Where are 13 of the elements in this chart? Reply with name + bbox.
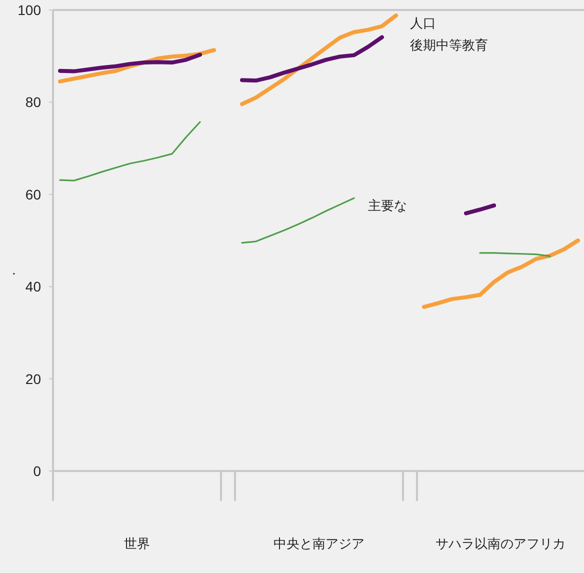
- y-tick-label: 20: [25, 370, 42, 387]
- text: 世界: [124, 536, 150, 551]
- series-label: 主要な: [368, 198, 407, 214]
- text: 中央と南アジア: [274, 536, 364, 551]
- series-label: 人口: [410, 16, 436, 31]
- y-tick-label: 60: [25, 186, 42, 202]
- y-tick-label: 100: [18, 2, 42, 18]
- text: 後期中等教育: [410, 38, 488, 53]
- y-tick-label: 80: [25, 94, 42, 110]
- y-tick-label: 0: [33, 463, 42, 479]
- y-axis-title: .: [12, 262, 16, 278]
- text: サハラ以南のアフリカ: [436, 536, 566, 551]
- y-tick-label: 40: [25, 278, 42, 295]
